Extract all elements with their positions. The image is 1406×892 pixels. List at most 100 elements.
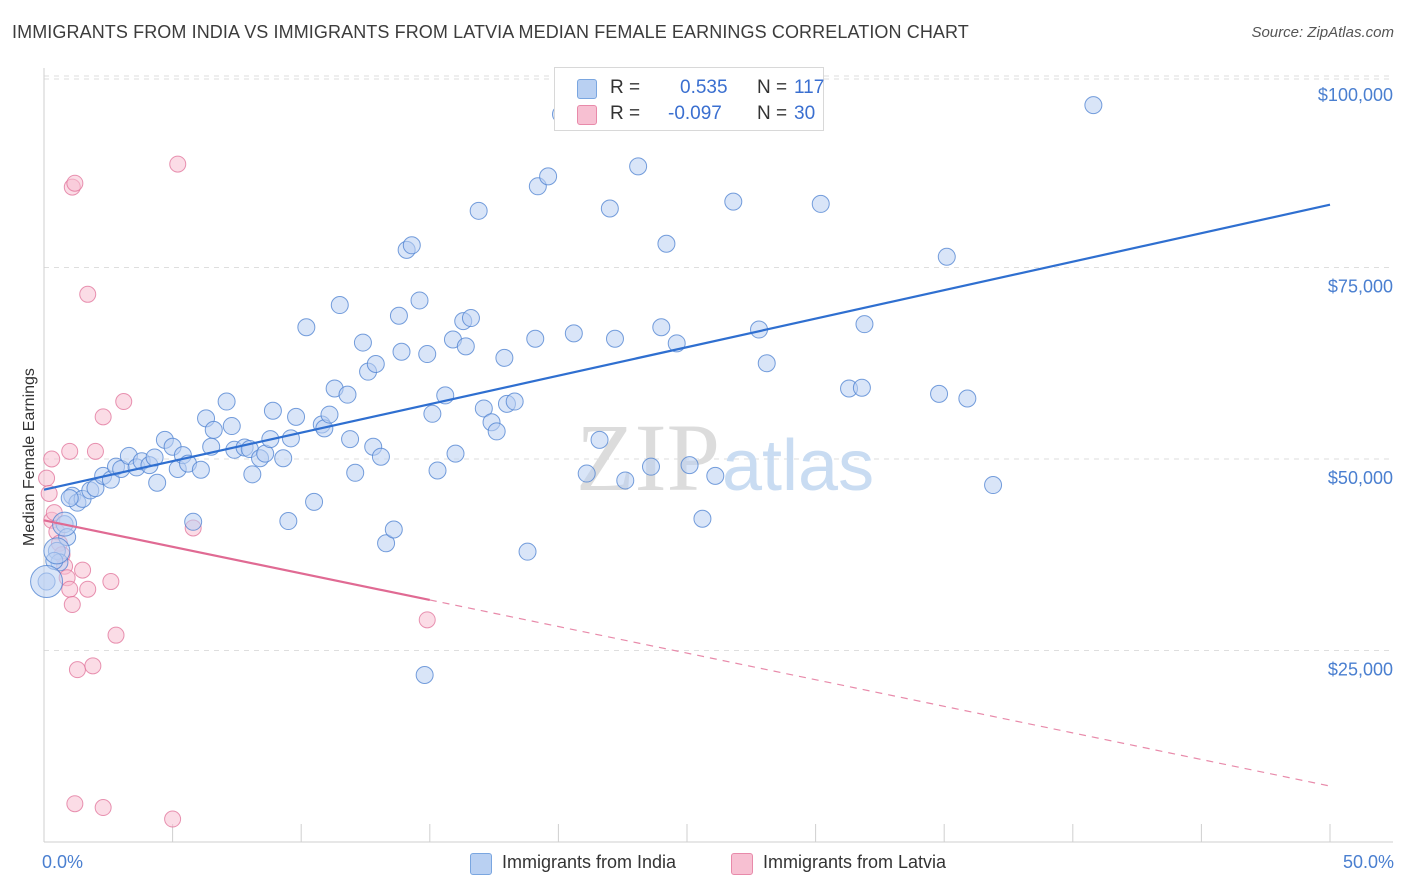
legend-r-label: R = [610,103,641,124]
data-point [66,795,84,813]
data-point [446,444,465,463]
data-point [461,309,480,328]
data-point [984,476,1003,495]
data-point [564,324,583,343]
data-point [590,430,609,449]
data-point [68,661,86,679]
data-point [274,449,293,468]
data-point [338,385,357,404]
data-point [410,291,429,310]
data-point-large [30,565,64,599]
trend-line-latvia [43,519,431,602]
data-point [930,384,949,403]
data-point [353,333,372,352]
data-point [43,450,61,468]
data-point [366,355,385,374]
data-point [855,315,874,334]
data-point [377,534,396,553]
data-point [287,407,306,426]
data-point [415,666,434,685]
y-tick-label: $75,000 [1328,277,1393,297]
data-point [94,799,112,817]
legend-n-value-india: 117 [794,77,825,98]
data-point [263,401,282,420]
y-tick-label: $25,000 [1328,660,1393,680]
legend-r-value-india: 0.535 [680,77,728,98]
y-tick-label: $50,000 [1328,468,1393,488]
data-point [724,192,743,211]
data-point [84,657,102,675]
data-point [518,542,537,561]
data-point [243,465,262,484]
data-point [706,466,725,485]
legend-n-label: N = [757,77,788,98]
series-india-points [30,96,1103,685]
data-point [629,157,648,176]
legend-r-label: R = [610,77,641,98]
data-point [474,399,493,418]
data-point [217,392,236,411]
y-tick-labels: $25,000 $50,000 $75,000 $100,000 [1318,85,1393,680]
data-point [418,611,436,629]
data-point [184,512,203,531]
x-tick-min: 0.0% [42,852,84,872]
data-point [305,492,324,511]
bottom-legend-swatch-india [470,853,492,875]
source-label: Source: ZipAtlas.com [1251,24,1394,41]
bottom-legend-label-latvia: Immigrants from Latvia [763,852,947,872]
data-point [346,463,365,482]
legend-n-value-latvia: 30 [794,103,816,124]
data-point [487,422,506,441]
data-point [456,337,475,356]
data-point [204,420,223,439]
bottom-legend-swatch-latvia [731,853,753,875]
data-point [423,404,442,423]
legend-swatch-latvia [577,105,597,125]
data-point [66,174,84,192]
data-point [641,457,660,476]
data-point [1084,96,1103,115]
data-point [191,460,210,479]
data-point [469,201,488,220]
data-point [61,580,79,598]
data-point [79,285,97,303]
data-point [320,405,339,424]
data-point [418,345,437,364]
y-tick-label: $100,000 [1318,85,1393,105]
data-point [657,234,676,253]
data-point [392,342,411,361]
data-point [94,408,112,426]
x-tick-max: 50.0% [1342,852,1394,872]
data-point [279,512,298,531]
data-point [330,296,349,315]
data-point [428,461,447,480]
data-point [107,626,125,644]
data-point [115,393,133,411]
data-point [281,429,300,448]
legend-r-value-latvia: -0.097 [668,103,722,124]
data-point [605,329,624,348]
watermark-atlas: atlas [722,426,874,506]
data-point [63,596,81,614]
data-point-large [43,537,71,565]
data-point [680,456,699,475]
data-point [852,378,871,397]
data-point [526,329,545,348]
data-point [402,236,421,255]
data-point [297,318,316,337]
data-point [389,306,408,325]
trend-line-india [43,203,1331,491]
data-point [341,430,360,449]
data-point [384,520,403,539]
watermark-zip: ZIP [576,404,720,511]
data-point [577,464,596,483]
data-point [169,155,187,173]
x-axis [43,68,1393,843]
bottom-legend-label-india: Immigrants from India [502,852,677,872]
data-point [222,417,241,436]
data-point [937,247,956,266]
data-point [616,471,635,490]
data-point [371,447,390,466]
data-point [60,489,79,508]
